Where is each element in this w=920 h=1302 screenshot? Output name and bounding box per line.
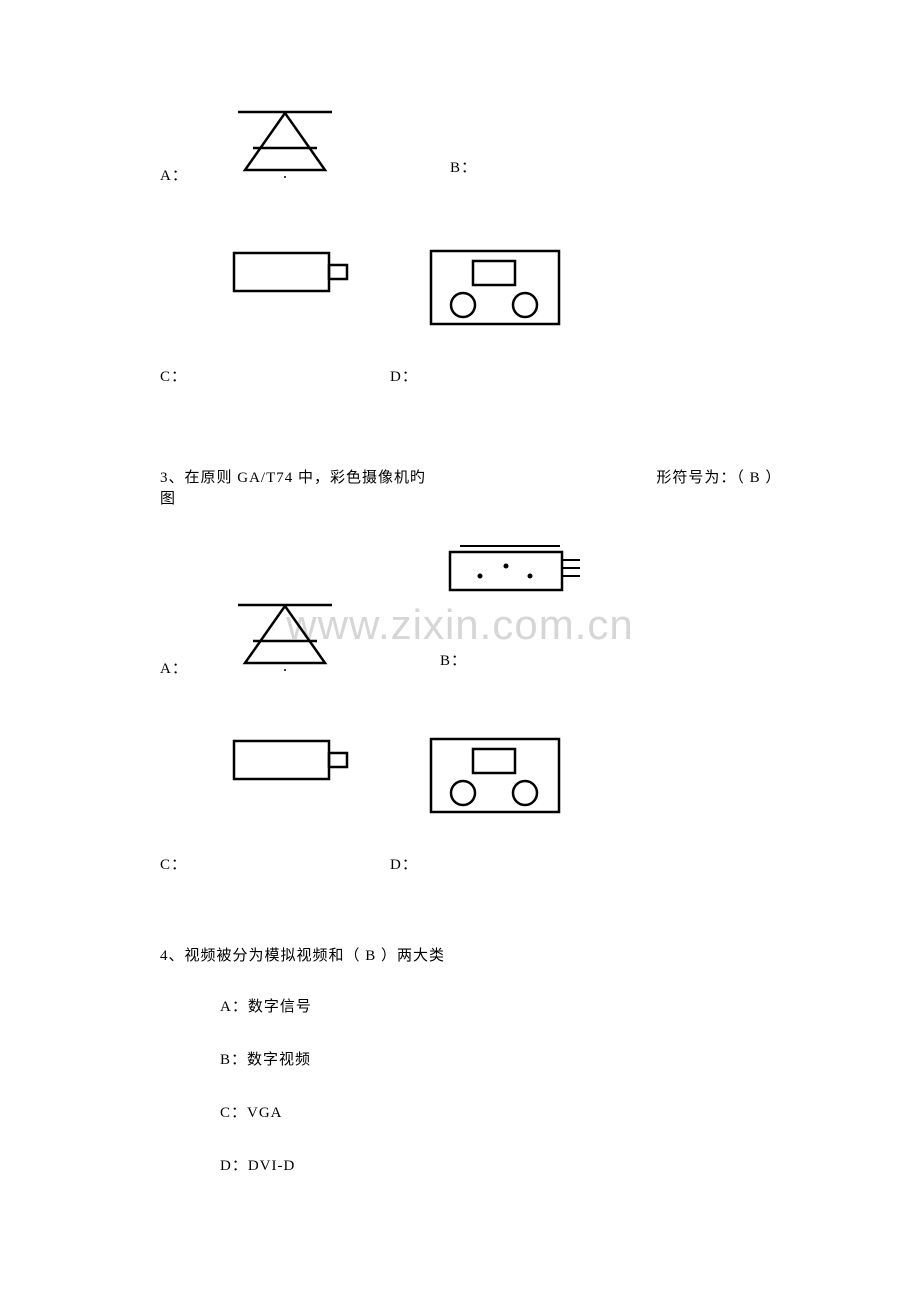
q3-option-c: C： [160, 853, 390, 874]
recorder-icon-2 [425, 733, 565, 823]
q2-label-d: D： [390, 369, 418, 385]
q3-option-a: A： [160, 593, 390, 678]
q3-row-cd: C： D： [160, 853, 780, 874]
q3-row-ab: A： B： [160, 593, 780, 678]
q2-option-b: B： [450, 156, 520, 177]
q4-text: 4、视频被分为模拟视频和（ B ）两大类 [160, 944, 780, 965]
q4-option-d: D：DVI-D [220, 1154, 780, 1175]
camera-dots-icon [440, 538, 590, 603]
q2-label-c: C： [160, 369, 187, 385]
camera-rect-icon-2 [230, 733, 390, 823]
q3-text-right: 形符号为：（ B ） [656, 466, 780, 487]
q3-options: A： B： [160, 538, 780, 874]
q4-option-b: B：数字视频 [220, 1048, 780, 1069]
q3-option-b: B： [440, 649, 467, 670]
recorder-icon [425, 245, 565, 335]
q3-label-c: C： [160, 857, 187, 873]
q3-label-b: B： [440, 653, 467, 669]
q3-text: 3、在原则 GA/T74 中，彩色摄像机旳图 形符号为：（ B ） [160, 466, 780, 508]
q3-label-d: D： [390, 857, 418, 873]
q3-option-d: D： [390, 853, 418, 874]
q3-diagrams-cd [230, 733, 780, 823]
triangle-symbol-icon [230, 100, 340, 185]
page-content: A： B： [0, 0, 920, 1247]
q2-option-a: A： [160, 100, 390, 185]
q2-diagrams-cd [230, 245, 780, 335]
q2-row-cd: C： D： [160, 365, 780, 386]
q4-option-c: C：VGA [220, 1101, 780, 1122]
q2-option-c: C： [160, 365, 390, 386]
q4-option-a: A：数字信号 [220, 995, 780, 1016]
q2-label-b: B： [450, 156, 520, 177]
q3-text-left: 3、在原则 GA/T74 中，彩色摄像机旳图 [160, 466, 439, 508]
q2-label-a: A： [160, 164, 230, 185]
q4-options: A：数字信号 B：数字视频 C：VGA D：DVI-D [220, 995, 780, 1175]
q3-label-a: A： [160, 657, 230, 678]
triangle-symbol-icon-2 [230, 593, 340, 678]
q2-option-d: D： [390, 365, 418, 386]
camera-rect-icon [230, 245, 390, 335]
q2-options: A： B： [160, 100, 780, 386]
q2-row-ab: A： B： [160, 100, 780, 185]
